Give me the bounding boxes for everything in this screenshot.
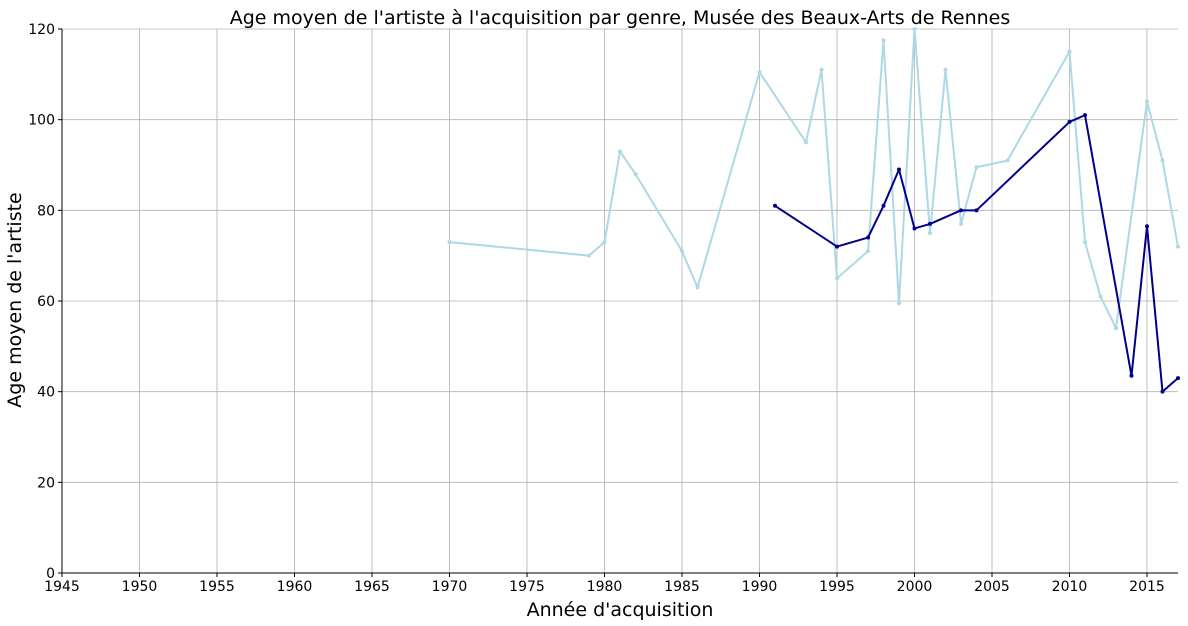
x-tick-label: 1995 [819,579,855,595]
data-point [928,221,932,226]
data-point [1005,158,1010,163]
data-point [974,165,979,170]
data-point [881,203,886,208]
x-tick-label: 1965 [354,579,390,595]
data-point [1083,113,1087,118]
x-tick-label: 1970 [432,579,468,595]
data-point [1114,326,1118,331]
data-point [1176,244,1180,249]
data-point [1145,99,1149,104]
x-tick-label: 2015 [1129,579,1165,595]
data-point [804,140,808,145]
data-point [1083,240,1087,245]
data-point [618,149,622,154]
data-point [680,249,684,254]
data-point [1067,49,1072,54]
data-point [974,208,979,213]
data-point [912,27,917,31]
y-tick-label: 20 [37,475,55,491]
data-point [959,221,963,226]
data-point [1067,119,1072,124]
series-line-1 [449,28,1179,330]
data-point [602,240,607,245]
data-point [447,240,452,245]
data-point [695,285,700,290]
x-tick-label: 2010 [1052,579,1088,595]
ticks: 1945 1950 1955 1960 1965 1970 1975 1980 1985 1990… [28,22,1165,595]
y-tick-label: 80 [37,203,55,219]
y-tick-label: 120 [28,22,55,38]
data-point [1145,224,1149,229]
x-tick-label: 1985 [664,579,700,595]
grid [61,28,1178,574]
data-point [912,226,917,231]
y-tick-label: 40 [37,385,55,401]
data-point [1160,389,1165,394]
x-tick-label: 1980 [587,579,623,595]
series-layer [447,27,1180,394]
data-point [835,244,839,249]
data-point [943,67,948,72]
y-tick-label: 100 [28,113,55,129]
data-point [1160,158,1165,163]
data-point [819,67,824,72]
data-point [928,231,932,235]
data-point [1129,373,1134,378]
data-point [835,276,839,281]
data-point [757,70,762,75]
y-axis-label: Age moyen de l'artiste [4,192,26,407]
x-tick-label: 1950 [122,579,158,595]
y-tick-label: 60 [37,294,55,310]
data-point [633,172,638,177]
data-point [1176,376,1180,381]
chart-title: Age moyen de l'artiste à l'acquisition p… [230,7,1011,29]
data-point [773,203,777,208]
data-point [866,235,870,240]
x-tick-label: 2000 [897,579,933,595]
x-axis-label: Année d'acquisition [527,599,714,621]
x-tick-label: 1945 [44,579,80,595]
data-point [587,253,591,258]
x-tick-label: 1955 [199,579,235,595]
data-point [959,208,963,213]
data-point [897,301,901,306]
data-point [1098,294,1103,299]
x-tick-label: 2005 [974,579,1010,595]
x-tick-label: 1960 [277,579,313,595]
data-point [866,249,870,254]
y-tick-label: 0 [46,566,55,582]
x-tick-label: 1990 [742,579,778,595]
x-tick-label: 1975 [509,579,545,595]
data-point [881,38,886,43]
data-point [897,167,901,172]
